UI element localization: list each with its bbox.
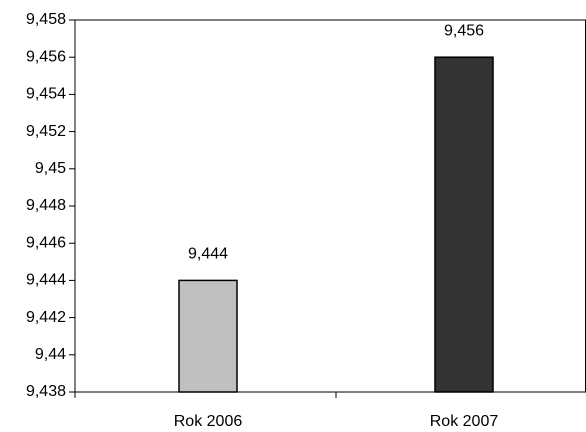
data-label: 9,456 xyxy=(444,22,484,39)
y-tick-label: 9,448 xyxy=(26,197,66,214)
y-tick-label: 9,452 xyxy=(26,123,66,140)
y-tick-label: 9,438 xyxy=(26,383,66,400)
data-label: 9,444 xyxy=(188,246,228,263)
y-tick-label: 9,458 xyxy=(26,11,66,28)
y-tick-label: 9,454 xyxy=(26,86,66,103)
x-tick-label: Rok 2007 xyxy=(430,413,499,430)
x-tick-label: Rok 2006 xyxy=(174,413,243,430)
y-tick-label: 9,456 xyxy=(26,48,66,65)
bar xyxy=(434,56,494,393)
y-tick-label: 9,44 xyxy=(35,346,66,363)
y-tick-label: 9,444 xyxy=(26,272,66,289)
y-tick-label: 9,446 xyxy=(26,234,66,251)
y-tick-label: 9,442 xyxy=(26,309,66,326)
bar xyxy=(178,279,238,393)
y-tick-label: 9,45 xyxy=(35,160,66,177)
